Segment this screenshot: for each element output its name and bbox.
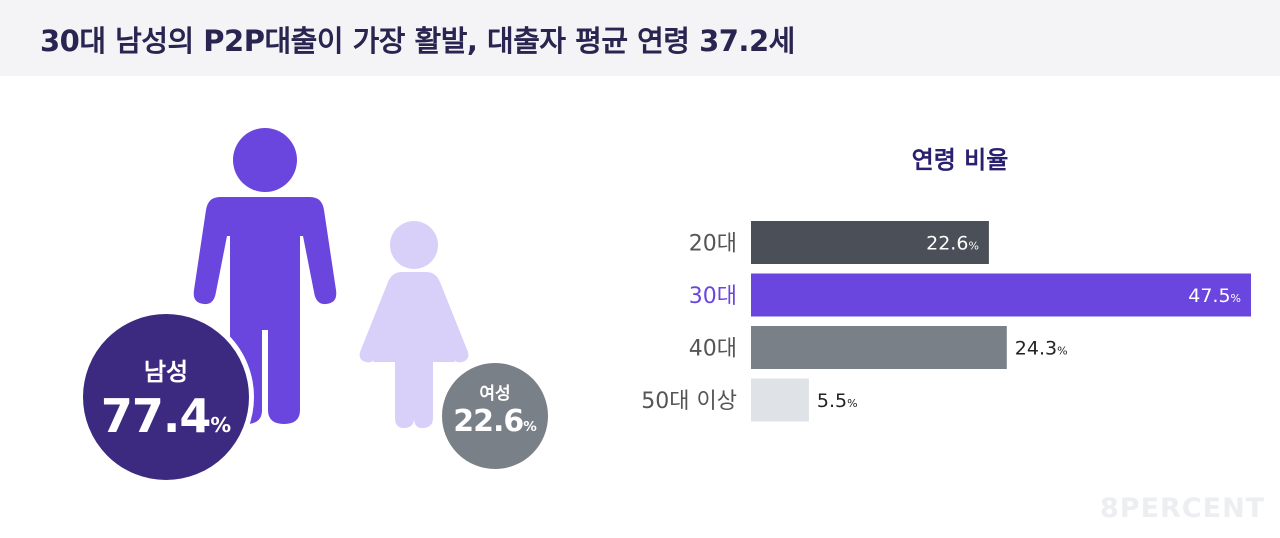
female-value-number: 22.6 [453,404,524,439]
gender-figures [193,128,469,428]
male-value-number: 77.4 [100,389,211,443]
bar-0 [751,221,989,264]
female-value-unit: % [523,419,537,435]
male-figure-icon [193,128,337,424]
value-label-1: 47.5% [1188,285,1241,307]
female-figure-icon [359,221,469,428]
value-label-3: 5.5% [817,390,858,412]
female-value: 22.6% [442,404,548,439]
bar-3 [751,378,809,422]
bar-1 [751,273,1251,317]
category-label-0: 20대 [689,232,737,257]
female-percentage-circle: 여성 22.6% [437,358,553,474]
male-value-unit: % [210,413,232,437]
male-value: 77.4% [83,389,249,443]
value-label-2: 24.3% [1015,338,1068,360]
bar-2 [751,326,1007,369]
category-label-1: 30대 [689,284,737,309]
female-label: 여성 [479,384,511,404]
category-label-2: 40대 [689,337,737,362]
header-bar: 30대 남성의 P2P대출이 가장 활발, 대출자 평균 연령 37.2세 [0,0,1280,76]
brand-watermark: 8PERCENT [1100,493,1266,524]
value-label-0: 22.6% [926,233,979,255]
category-label-3: 50대 이상 [641,389,737,414]
page-title: 30대 남성의 P2P대출이 가장 활발, 대출자 평균 연령 37.2세 [40,24,795,58]
chart-title: 연령 비율 [911,146,1009,174]
male-label: 남성 [143,358,189,386]
male-percentage-circle: 남성 77.4% [78,309,254,485]
